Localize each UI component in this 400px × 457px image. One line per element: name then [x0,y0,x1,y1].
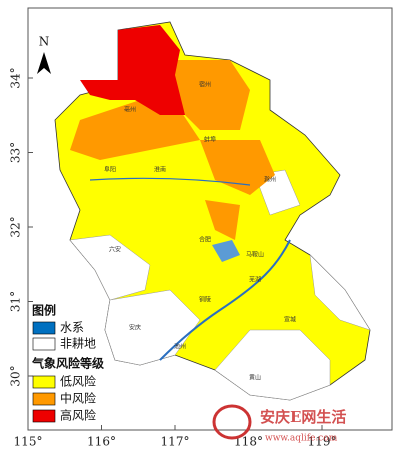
north-label: N [39,35,50,49]
city-label: 铜陵 [199,296,211,304]
city-label: 马鞍山 [246,251,264,259]
mid-risk-area [170,60,250,130]
city-label: 淮南 [154,166,166,174]
river [159,239,291,361]
non-farmland [69,234,151,301]
legend-label: 高风险 [60,408,96,423]
north-arrow [37,52,51,74]
lat-label: 33° [9,142,23,163]
city-label: 阜阳 [104,166,116,174]
city-label: 宿州 [199,81,211,89]
high-risk-area [80,25,185,115]
watermark-logo [212,404,252,440]
non-farmland [309,254,371,331]
legend-swatch [32,392,56,406]
lake [212,240,240,262]
city-label: 宣城 [284,316,296,324]
lat-label: 30° [9,365,23,386]
lon-label: 117° [161,435,190,449]
city-label: 六安 [109,246,121,254]
city-label: 合肥 [199,236,211,244]
mid-risk-area [205,200,240,240]
lon-label: 115° [14,435,43,449]
city-label: 亳州 [124,106,136,114]
legend-swatch [32,375,56,389]
river [89,177,251,186]
lon-label: 116° [87,435,116,449]
legend-swatch [32,321,56,335]
legend-title: 图例 [32,303,56,318]
city-label: 滁州 [264,176,276,184]
non-farmland [104,289,201,366]
lat-label: 32° [9,216,23,237]
legend-label: 中风险 [60,391,96,406]
lon-label: 119° [308,435,337,449]
city-label: 安庆 [129,324,141,332]
city-label: 池州 [174,343,186,351]
non-farmland [214,329,331,401]
legend-swatch [32,337,56,351]
watermark: 安庆E网生活 [260,408,346,426]
legend-label: 非耕地 [60,336,96,351]
legend-subtitle: 气象风险等级 [31,356,104,371]
city-label: 蚌埠 [204,136,216,144]
legend-label: 低风险 [60,374,96,389]
legend-label: 水系 [60,321,84,335]
watermark-url: www.aqlife.com [265,434,338,444]
lat-label: 34° [9,67,23,88]
city-label: 芜湖 [249,276,261,284]
lat-label: 31° [9,291,23,312]
lon-label: 118° [234,435,263,449]
legend-swatch [32,409,56,423]
city-label: 黄山 [249,374,261,382]
